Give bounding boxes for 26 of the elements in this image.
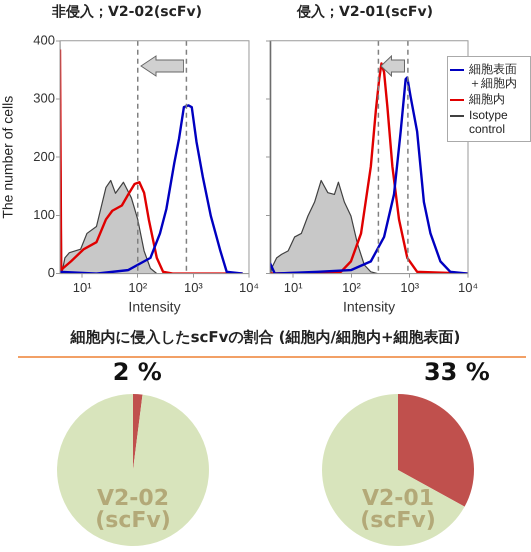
y-tick-label: 0 — [48, 265, 55, 280]
x-tick-label: 10³ — [184, 280, 204, 295]
x-tick-label: 10⁴ — [458, 280, 478, 295]
x-tick-label: 10⁴ — [238, 280, 259, 295]
legend-label: 細胞内 — [469, 92, 506, 106]
chart-title: 侵入；V2-01(scFv) — [296, 4, 433, 20]
x-tick-label: 10² — [128, 280, 148, 295]
x-tick-label: 10³ — [400, 280, 420, 295]
y-tick-label: 200 — [33, 148, 55, 164]
text: V2-01 (scFv) — [359, 486, 437, 533]
legend-label: Isotype control — [469, 108, 509, 136]
x-axis-title: Intensity — [128, 298, 181, 314]
data-label: 33 % — [422, 358, 491, 386]
y-tick-label: 300 — [33, 90, 55, 106]
text: V2-02 (scFv) — [94, 486, 172, 533]
x-tick-label: 10¹ — [284, 280, 304, 295]
x-tick-label: 10² — [342, 280, 362, 295]
y-tick-label: 100 — [33, 206, 55, 222]
legend-label: 細胞表面＋細胞内 — [469, 62, 518, 90]
data-label: 2 % — [112, 358, 163, 386]
x-tick-label: 10¹ — [72, 280, 92, 295]
y-axis-title: The number of cells — [0, 96, 16, 219]
y-tick-label: 400 — [33, 32, 55, 48]
x-axis-title: Intensity — [342, 298, 396, 314]
text: 細胞内に侵入したscFvの割合 (細胞内/細胞内+細胞表面) — [69, 328, 462, 347]
chart-title: 非侵入；V2-02(scFv) — [51, 4, 202, 20]
